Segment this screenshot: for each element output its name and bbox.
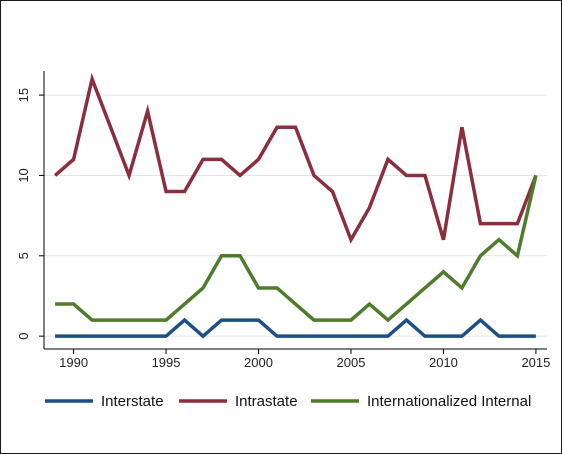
legend-label-interstate: Interstate bbox=[101, 393, 164, 410]
y-tick-label: 0 bbox=[16, 333, 31, 340]
y-tick-label: 5 bbox=[16, 252, 31, 259]
x-tick-label: 2010 bbox=[429, 355, 458, 370]
legend-label-internationalized-internal: Internationalized Internal bbox=[367, 393, 531, 410]
series-line-interstate bbox=[55, 317, 536, 339]
x-tick-label: 2000 bbox=[244, 355, 273, 370]
x-tick-label: 2015 bbox=[521, 355, 550, 370]
y-tick-label: 15 bbox=[16, 88, 31, 102]
series-lines bbox=[53, 73, 538, 339]
series-line-internationalized-internal bbox=[55, 175, 538, 323]
legend-label-intrastate: Intrastate bbox=[235, 393, 298, 410]
axes: 0 5 10 15 1990 1995 2000 2005 2010 2015 bbox=[16, 71, 550, 370]
legend: Interstate Intrastate Internationalized In… bbox=[45, 393, 531, 410]
x-tick-label: 1990 bbox=[59, 355, 88, 370]
series-line-intrastate bbox=[53, 73, 538, 244]
x-tick-label: 2005 bbox=[337, 355, 366, 370]
y-tick-label: 10 bbox=[16, 168, 31, 182]
x-tick-label: 1995 bbox=[152, 355, 181, 370]
